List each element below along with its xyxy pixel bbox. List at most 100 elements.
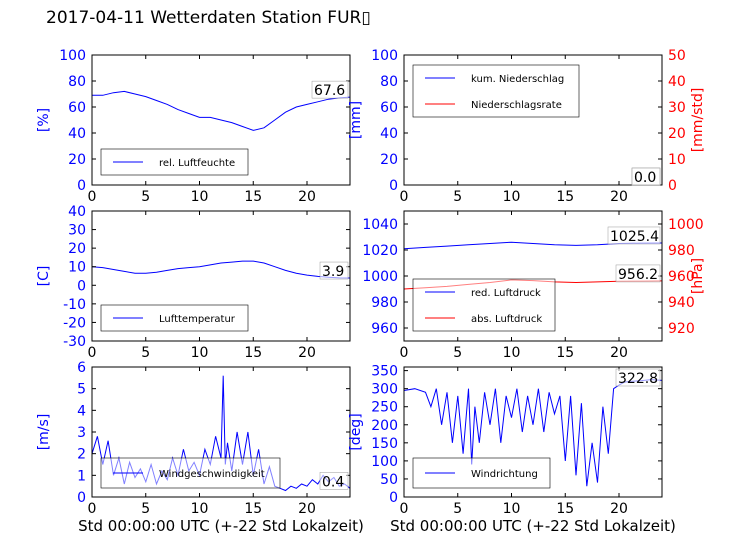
x-tick-label: 20 <box>298 345 316 361</box>
y2-tick-label: 980 <box>668 243 695 259</box>
y-axis-label: [deg] <box>348 413 364 450</box>
x-tick-label: 15 <box>556 501 574 517</box>
figure-title: 2017-04-11 Wetterdaten Station FUR▯ <box>46 8 371 28</box>
x-tick-label: 0 <box>88 501 97 517</box>
y-tick-label: 100 <box>59 48 86 64</box>
x-tick-label: 5 <box>141 501 150 517</box>
y-axis-label: [m/s] <box>36 414 52 451</box>
y-tick-label: 4 <box>77 403 86 419</box>
legend-label: Windgeschwindigkeit <box>159 469 265 480</box>
legend-label: Lufttemperatur <box>159 314 236 325</box>
x-tick-label: 20 <box>610 501 628 517</box>
legend-label: rel. Luftfeuchte <box>159 158 235 169</box>
last-value-label-box <box>319 261 349 280</box>
y-tick-label: 350 <box>371 364 398 380</box>
x-axis-label: Std 00:00:00 UTC (+-22 Std Lokalzeit) <box>78 517 364 535</box>
last-value-label-box <box>311 80 349 99</box>
y-tick-label: -20 <box>63 315 86 331</box>
x-tick-label: 10 <box>191 345 209 361</box>
axes-frame <box>91 54 351 186</box>
y-tick-label: 150 <box>371 436 398 452</box>
y-tick-label: 1040 <box>362 217 398 233</box>
y-tick-label: 60 <box>68 100 86 116</box>
x-tick-label: 20 <box>298 189 316 205</box>
last-value-label-2-box <box>631 167 661 186</box>
y-tick-label: 100 <box>371 48 398 64</box>
y2-tick-label: 920 <box>668 321 695 337</box>
y-tick-label: 200 <box>371 418 398 434</box>
x-tick-label: 0 <box>400 501 409 517</box>
x-tick-label: 5 <box>141 189 150 205</box>
x-tick-label: 15 <box>556 189 574 205</box>
y-tick-label: 50 <box>380 472 398 488</box>
y-tick-label: 0 <box>77 490 86 506</box>
x-tick-label: 5 <box>453 189 462 205</box>
legend-label: abs. Luftdruck <box>471 314 542 325</box>
y-tick-label: 5 <box>77 382 86 398</box>
legend-label: red. Luftdruck <box>471 288 541 299</box>
last-value-label-2-box <box>615 264 661 283</box>
x-tick-label: 0 <box>88 189 97 205</box>
x-tick-label: 15 <box>244 501 262 517</box>
y-tick-label: 3 <box>77 425 86 441</box>
y-tick-label: 1020 <box>362 243 398 259</box>
y2-tick-label: 0 <box>668 178 677 194</box>
y2-axis-label: [mm/std] <box>690 88 706 153</box>
x-tick-label: 5 <box>453 345 462 361</box>
y2-tick-label: 940 <box>668 295 695 311</box>
last-value-label-box <box>319 472 349 490</box>
y-tick-label: 980 <box>371 295 398 311</box>
x-tick-label: 0 <box>400 345 409 361</box>
y-tick-label: 0 <box>389 178 398 194</box>
y-tick-label: 40 <box>380 126 398 142</box>
y2-tick-label: 10 <box>668 152 686 168</box>
y2-tick-label: 40 <box>668 74 686 90</box>
last-value-label-box <box>615 368 661 387</box>
legend-label: Niederschlagsrate <box>471 100 562 111</box>
y-tick-label: 250 <box>371 400 398 416</box>
legend-box <box>412 278 556 332</box>
last-value-label: 67.6 <box>314 83 345 99</box>
y-tick-label: 2 <box>77 447 86 463</box>
y-tick-label: 100 <box>371 454 398 470</box>
x-tick-label: 15 <box>556 345 574 361</box>
y-axis-label: [%] <box>36 108 52 132</box>
last-value-label: 322.8 <box>618 371 658 387</box>
y-tick-label: 20 <box>68 241 86 257</box>
y-tick-label: 10 <box>68 260 86 276</box>
chart-panel-windspeed: 0 5 10 15 20 0 1 2 3 4 5 6 [m/s] Windgeschwindigkeit 0… <box>36 360 351 517</box>
series-line-humidity-0 <box>92 90 351 131</box>
y-tick-label: 0 <box>77 178 86 194</box>
y-axis-label: [C] <box>36 266 52 287</box>
y2-tick-label: 30 <box>668 100 686 116</box>
chart-panel-winddir: 0 5 10 15 20050100150200250300350[deg]Windri… <box>348 364 663 517</box>
chart-panel-temperature: 0 5 10 15 20 -30 -20 -10 0 10 20 30 40 [C] Lufttempera… <box>36 204 351 361</box>
x-tick-label: 0 <box>88 345 97 361</box>
x-tick-label: 20 <box>298 501 316 517</box>
y-tick-label: 60 <box>380 100 398 116</box>
last-value-label: 3.9 <box>322 264 344 280</box>
x-tick-label: 10 <box>191 501 209 517</box>
y-tick-label: 30 <box>68 223 86 239</box>
legend-label: kum. Niederschlag <box>471 74 564 85</box>
x-tick-label: 20 <box>610 345 628 361</box>
legend-label: Windrichtung <box>471 469 538 480</box>
y-tick-label: 1000 <box>362 269 398 285</box>
x-tick-label: 15 <box>244 345 262 361</box>
x-axis-label: Std 00:00:00 UTC (+-22 Std Lokalzeit) <box>390 517 676 535</box>
y2-tick-label: 20 <box>668 126 686 142</box>
y-tick-label: 20 <box>380 152 398 168</box>
x-tick-label: 5 <box>141 345 150 361</box>
y2-tick-label: 960 <box>668 269 695 285</box>
y-tick-label: 300 <box>371 382 398 398</box>
last-value-label-box <box>607 226 661 245</box>
y-tick-label: 960 <box>371 321 398 337</box>
series-line-winddir-0 <box>403 379 663 487</box>
y2-tick-label: 1000 <box>668 217 704 233</box>
y-tick-label: 0 <box>77 278 86 294</box>
x-tick-label: 0 <box>400 189 409 205</box>
x-tick-label: 20 <box>610 189 628 205</box>
x-tick-label: 10 <box>503 345 521 361</box>
y-tick-label: 1 <box>77 468 86 484</box>
y2-axis-label: [hPa] <box>690 258 706 294</box>
